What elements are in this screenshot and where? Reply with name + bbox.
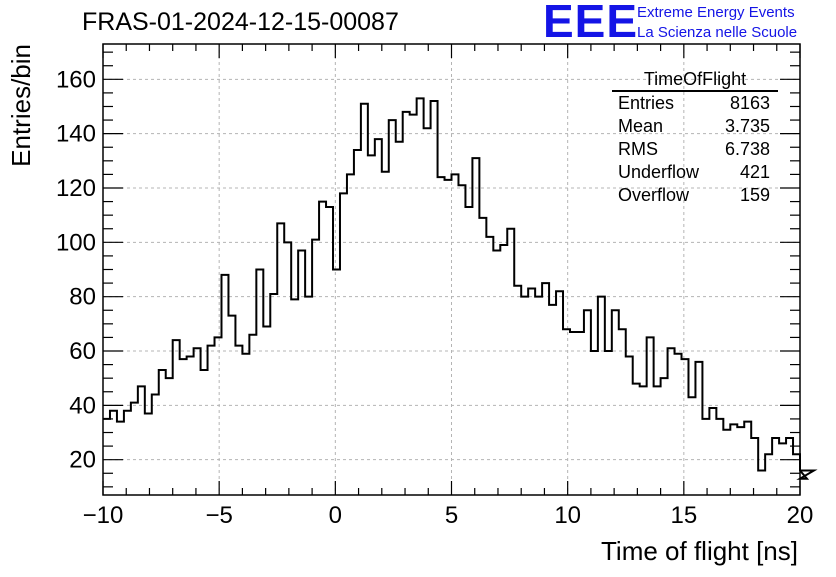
x-tick-label: 0 — [329, 502, 342, 529]
stats-label: Underflow — [618, 162, 700, 182]
x-tick-labels: −10 −5 0 5 10 15 20 — [83, 502, 814, 529]
stats-row-mean: Mean 3.735 — [612, 115, 778, 138]
y-tick-label: 60 — [69, 338, 96, 365]
x-tick-label: −10 — [83, 502, 124, 529]
stats-label: RMS — [618, 139, 658, 159]
y-tick-label: 100 — [56, 229, 96, 256]
y-tick-label: 40 — [69, 392, 96, 419]
y-tick-label: 20 — [69, 447, 96, 474]
stats-value: 6.738 — [724, 139, 770, 159]
stats-row-underflow: Underflow 421 — [612, 161, 778, 184]
stats-value: 421 — [739, 162, 770, 182]
x-tick-label: 15 — [670, 502, 697, 529]
y-tick-label: 160 — [56, 66, 96, 93]
plot-frame — [102, 43, 801, 496]
stats-title: TimeOfFlight — [612, 68, 778, 92]
stats-row-overflow: Overflow 159 — [612, 184, 778, 207]
stats-value: 8163 — [729, 93, 770, 113]
y-tick-labels: 20 40 60 80 100 120 140 160 — [56, 66, 96, 473]
y-axis-label: Entries/bin — [6, 44, 36, 167]
x-tick-label: 20 — [787, 502, 814, 529]
x-tick-label: 5 — [445, 502, 458, 529]
x-axis-label: Time of flight [ns] — [601, 536, 798, 566]
stats-label: Entries — [618, 93, 675, 113]
x-tick-label: −5 — [205, 502, 232, 529]
y-tick-label: 120 — [56, 175, 96, 202]
axis-ticks — [102, 44, 801, 495]
stats-row-entries: Entries 8163 — [612, 92, 778, 115]
logo-caption-line1: Extreme Energy Events — [637, 4, 795, 21]
x-tick-label: 10 — [554, 502, 581, 529]
stats-row-rms: RMS 6.738 — [612, 138, 778, 161]
stats-value: 159 — [739, 185, 770, 205]
stats-value: 3.735 — [724, 116, 770, 136]
histogram-series — [103, 97, 818, 480]
y-tick-label: 140 — [56, 121, 96, 148]
chart-title: FRAS-01-2024-12-15-00087 — [82, 8, 399, 36]
logo-caption-line2: La Scienza nelle Scuole — [637, 24, 798, 41]
stats-label: Overflow — [618, 185, 690, 205]
grid-lines — [103, 44, 800, 495]
y-tick-label: 80 — [69, 284, 96, 311]
eee-logo: EEE — [543, 0, 639, 47]
stats-label: Mean — [618, 116, 664, 136]
stats-box: TimeOfFlight Entries 8163 Mean 3.735 RMS… — [612, 68, 778, 207]
